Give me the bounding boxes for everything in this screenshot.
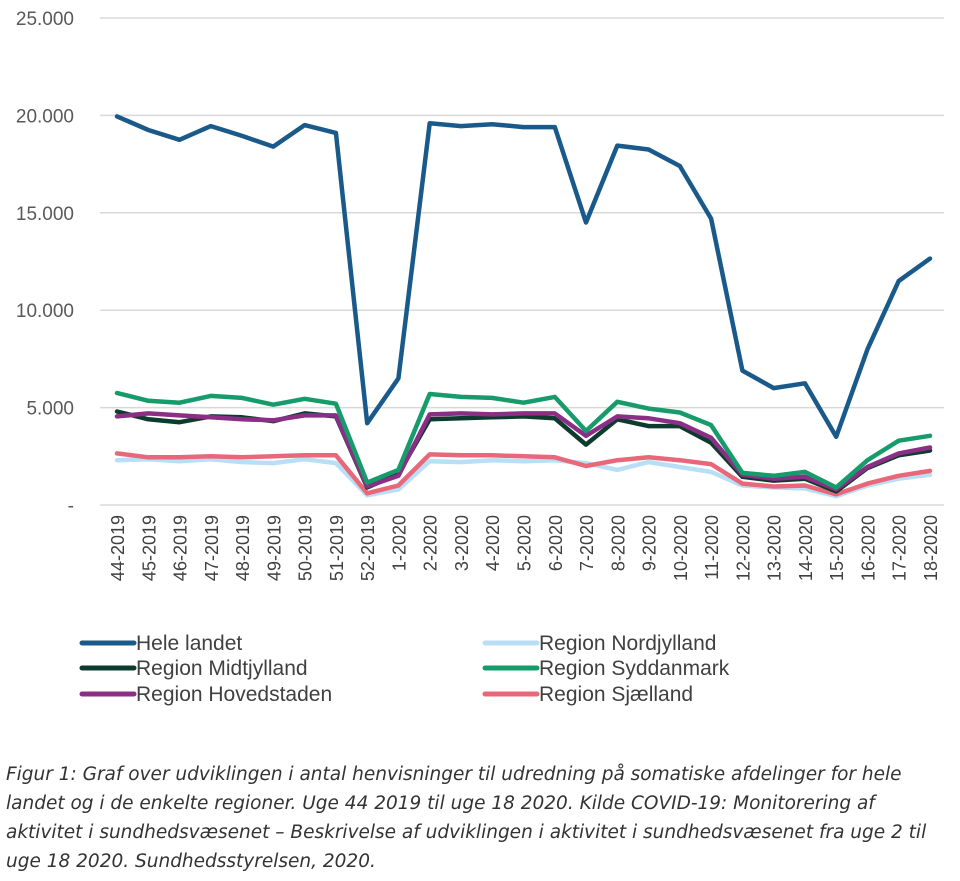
x-tick-label: 49-2019: [264, 515, 284, 581]
x-tick-label: 6-2020: [546, 515, 566, 571]
series-line-region-syddanmark: [114, 390, 933, 490]
x-tick-label: 15-2020: [827, 515, 847, 581]
x-tick-label: 48-2019: [233, 515, 253, 581]
series-line-region-nordjylland: [114, 456, 933, 499]
x-tick-label: 47-2019: [202, 515, 222, 581]
y-tick-label: 5.000: [26, 399, 74, 420]
x-tick-label: 16-2020: [858, 515, 878, 581]
legend-label: Region Hovedstaden: [136, 683, 332, 706]
y-tick-label: 15.000: [16, 204, 74, 225]
x-tick-label: 14-2020: [796, 515, 816, 581]
y-axis: - 5.000 10.000 15.000 20.000 25.000: [16, 9, 74, 517]
x-tick-label: 4-2020: [483, 515, 503, 571]
figure-caption: Figur 1: Graf over udviklingen i antal h…: [6, 764, 927, 872]
x-tick-label: 18-2020: [921, 515, 941, 581]
x-axis: 44-2019 45-2019 46-2019 47-2019 48-2019 49-20…: [108, 515, 941, 581]
y-tick-label: 25.000: [16, 9, 74, 30]
x-tick-label: 52-2019: [358, 515, 378, 581]
legend-label: Hele landet: [136, 632, 242, 655]
x-tick-label: 1-2020: [389, 515, 409, 571]
x-tick-label: 11-2020: [702, 515, 722, 580]
x-tick-label: 50-2019: [296, 515, 316, 581]
legend-label: Region Sjælland: [539, 683, 693, 706]
x-tick-label: 7-2020: [577, 515, 597, 571]
series-line-region-sjælland: [114, 451, 933, 497]
x-tick-label: 10-2020: [671, 515, 691, 581]
y-tick-label: 10.000: [16, 301, 74, 322]
legend-label: Region Syddanmark: [539, 657, 730, 680]
legend-label: Region Nordjylland: [539, 632, 716, 655]
legend-label: Region Midtjylland: [136, 657, 308, 680]
x-tick-label: 17-2020: [890, 515, 910, 581]
x-tick-label: 44-2019: [108, 515, 128, 581]
x-tick-label: 12-2020: [733, 515, 753, 581]
y-tick-label: -: [68, 496, 74, 517]
series-lines: [114, 114, 933, 499]
x-tick-label: 51-2019: [327, 515, 347, 581]
legend: Hele landet Region Nordjylland Region Midt…: [79, 632, 730, 706]
gridlines: [100, 17, 944, 506]
x-tick-label: 3-2020: [452, 515, 472, 571]
x-tick-label: 45-2019: [139, 515, 159, 581]
x-tick-label: 5-2020: [515, 515, 535, 571]
series-line-hele-landet: [114, 114, 933, 440]
y-tick-label: 20.000: [16, 106, 74, 127]
x-tick-label: 8-2020: [608, 515, 628, 571]
x-tick-label: 46-2019: [171, 515, 191, 581]
series-line-region-hovedstaden: [114, 411, 933, 492]
x-tick-label: 9-2020: [640, 515, 660, 571]
line-chart: - 5.000 10.000 15.000 20.000 25.000 44-2019 45…: [16, 9, 944, 706]
x-tick-label: 2-2020: [421, 515, 441, 571]
x-tick-label: 13-2020: [765, 515, 785, 581]
